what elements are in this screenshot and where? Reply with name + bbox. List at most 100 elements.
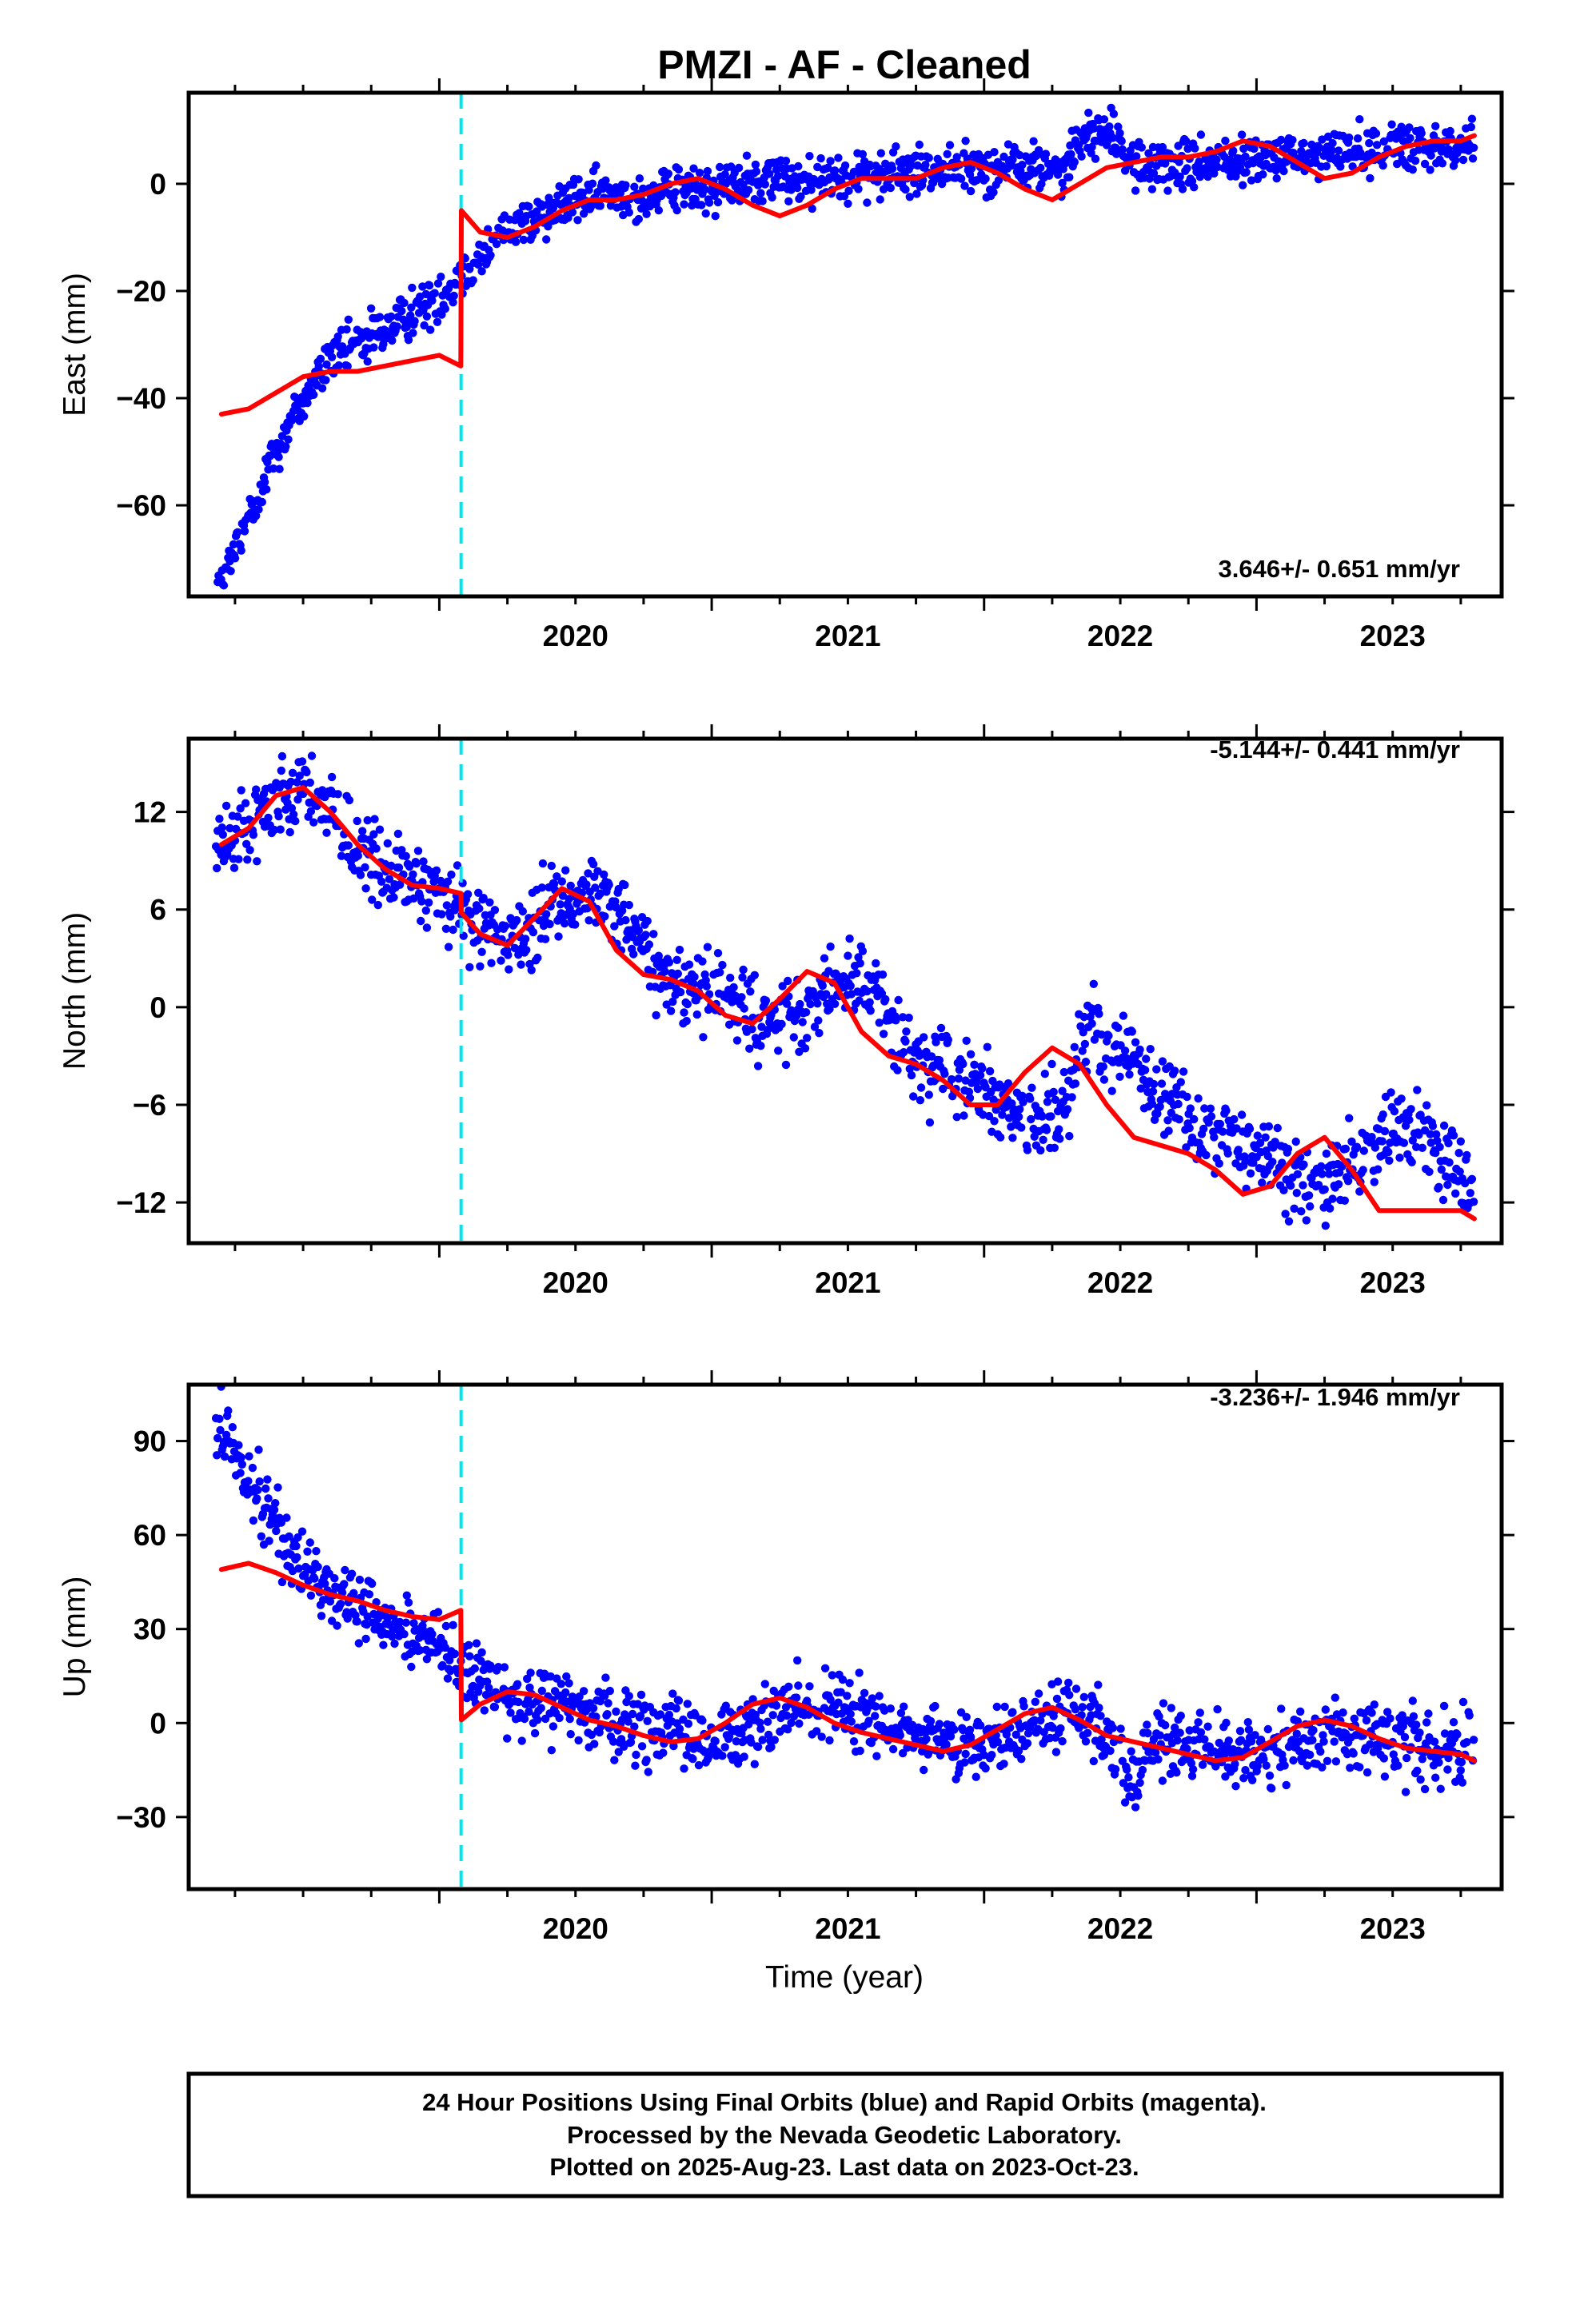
y-tick-label-up: 60 <box>134 1519 166 1552</box>
observation-point-up <box>1430 1737 1439 1746</box>
observation-point-up <box>433 1608 443 1616</box>
observation-point-up <box>485 1684 493 1692</box>
observation-point-up <box>680 1764 688 1773</box>
observation-point-up <box>1014 1746 1023 1756</box>
observation-point-north <box>713 949 723 958</box>
observation-point-up <box>860 1688 869 1697</box>
observation-point-up <box>792 1693 801 1702</box>
observation-point-east <box>1037 179 1046 189</box>
observation-point-north <box>1326 1204 1335 1213</box>
observation-point-up <box>849 1737 859 1746</box>
observation-point-north <box>441 924 451 934</box>
observation-point-up <box>1116 1724 1125 1733</box>
observation-point-north <box>1370 1178 1379 1186</box>
observation-point-north <box>504 951 513 959</box>
observation-point-up <box>962 1712 971 1721</box>
observation-point-up <box>1231 1782 1240 1791</box>
observation-point-up <box>922 1735 931 1744</box>
footer-line-2: Processed by the Nevada Geodetic Laborat… <box>567 2121 1122 2149</box>
observation-point-east <box>1259 170 1267 179</box>
observation-point-north <box>1467 1174 1477 1184</box>
observation-point-east <box>1117 137 1126 145</box>
observation-point-north <box>872 959 880 968</box>
observation-point-up <box>756 1724 765 1733</box>
observation-point-up <box>1236 1736 1246 1744</box>
observation-point-north <box>1070 1042 1079 1052</box>
observation-point-up <box>1453 1730 1462 1739</box>
observation-point-up <box>698 1716 707 1725</box>
observation-point-up <box>787 1718 796 1728</box>
observation-point-east <box>624 208 633 217</box>
observation-point-up <box>1071 1705 1080 1714</box>
observation-point-north <box>554 932 563 941</box>
observation-point-up <box>213 1451 221 1460</box>
observation-point-up <box>636 1690 646 1700</box>
observation-point-up <box>1469 1736 1478 1744</box>
observation-point-north <box>813 999 822 1008</box>
observation-point-up <box>1108 1724 1118 1732</box>
rate-label-north: -5.144+/- 0.441 mm/yr <box>1210 735 1460 763</box>
observation-point-up <box>770 1736 779 1744</box>
observation-point-up <box>1079 1692 1089 1701</box>
observation-point-north <box>383 839 392 848</box>
observation-point-north <box>1461 1178 1470 1188</box>
observation-point-north <box>1255 1138 1265 1148</box>
observation-point-north <box>1284 1217 1294 1226</box>
observation-point-up <box>836 1688 845 1696</box>
observation-point-north <box>1385 1156 1394 1166</box>
observation-point-north <box>393 829 403 839</box>
observation-point-east <box>634 214 643 224</box>
observation-point-up <box>361 1634 370 1644</box>
observation-point-north <box>1136 1084 1145 1093</box>
observation-point-north <box>385 875 394 883</box>
observation-point-north <box>1038 1112 1047 1121</box>
observation-point-up <box>312 1547 321 1556</box>
observation-point-north <box>1397 1094 1406 1103</box>
footer-line-1: 24 Hour Positions Using Final Orbits (bl… <box>422 2088 1267 2116</box>
observation-point-north <box>1223 1149 1232 1158</box>
observation-point-north <box>985 1066 995 1076</box>
observation-point-up <box>1339 1708 1347 1717</box>
observation-point-up <box>1363 1768 1372 1777</box>
observation-point-up <box>216 1425 225 1435</box>
observation-point-north <box>333 790 342 799</box>
observation-point-north <box>345 795 354 805</box>
observation-point-up <box>220 1452 229 1461</box>
observation-point-up <box>1167 1704 1176 1712</box>
observation-point-north <box>1176 1078 1186 1086</box>
observation-point-up <box>1077 1711 1086 1720</box>
observation-point-east <box>999 152 1008 161</box>
observation-point-up <box>1265 1771 1275 1780</box>
x-tick-label-east: 2022 <box>1087 620 1153 652</box>
observation-point-up <box>993 1737 1003 1747</box>
observation-point-north <box>287 803 297 813</box>
observation-point-up <box>1030 1716 1039 1724</box>
observation-point-north <box>1379 1110 1387 1119</box>
observation-point-north <box>1163 1116 1172 1125</box>
observation-point-north <box>1444 1138 1453 1148</box>
observation-point-up <box>428 1629 437 1639</box>
observation-point-up <box>896 1708 906 1717</box>
observation-point-north <box>1386 1088 1395 1097</box>
observation-point-up <box>404 1598 413 1607</box>
observation-point-east <box>1366 173 1375 183</box>
observation-point-east <box>915 140 924 149</box>
observation-point-north <box>1131 1038 1140 1047</box>
observation-point-east <box>1149 169 1159 178</box>
observation-point-north <box>634 926 643 935</box>
observation-point-up <box>817 1732 826 1741</box>
observation-point-north <box>1078 1046 1087 1055</box>
observation-point-east <box>1087 142 1096 152</box>
observation-point-up <box>400 1629 409 1639</box>
observation-point-north <box>417 916 425 926</box>
observation-point-north <box>477 947 486 957</box>
observation-point-up <box>503 1734 512 1743</box>
observation-point-east <box>1355 115 1364 124</box>
observation-point-east <box>1066 141 1075 150</box>
observation-point-north <box>566 881 575 891</box>
observation-point-east <box>921 161 930 169</box>
observation-point-east <box>388 336 397 345</box>
observation-point-east <box>1327 145 1336 154</box>
observation-point-east <box>334 361 343 370</box>
observation-point-north <box>916 1083 926 1092</box>
